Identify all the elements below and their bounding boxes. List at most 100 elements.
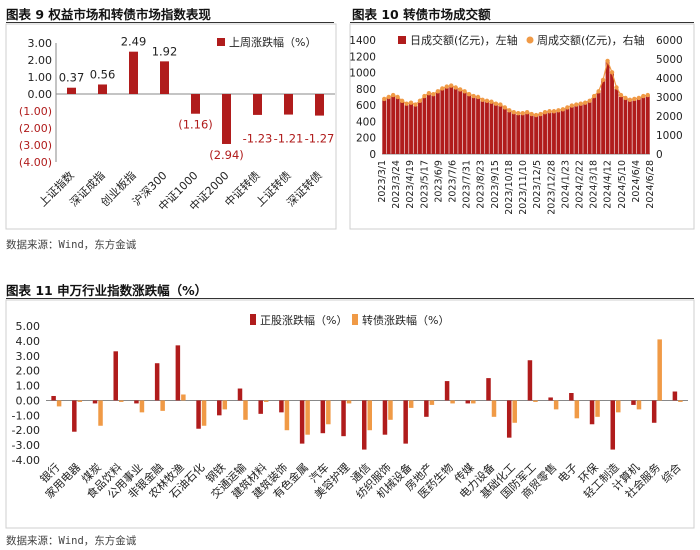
- fig11-bond-bar: [533, 400, 538, 402]
- fig10-daily-bar: [525, 113, 530, 154]
- fig9-ytick-label: (4.00): [19, 156, 52, 169]
- fig10-weekly-point: [538, 111, 543, 117]
- fig10-weekly-point: [627, 97, 633, 103]
- fig11-stock-bar: [72, 400, 77, 432]
- fig11-stock-bar: [382, 400, 388, 435]
- fig11-stock-bar: [279, 400, 284, 413]
- fig10-weekly-point: [507, 108, 512, 113]
- fig9-ytick-label: (3.00): [19, 139, 52, 152]
- fig11-stock-bar: [196, 400, 201, 429]
- fig11-bond-bar: [98, 400, 103, 426]
- fig10-daily-bar: [610, 72, 614, 154]
- fig10-weekly-point: [565, 105, 570, 110]
- fig10-daily-bar: [471, 97, 476, 154]
- fig10-weekly-point: [609, 70, 615, 75]
- fig10-x-tick-label: 2023/10/18: [504, 160, 515, 215]
- fig10-daily-bar: [520, 114, 525, 154]
- fig10-daily-bar: [449, 86, 454, 154]
- fig10-weekly-point: [435, 89, 441, 94]
- fig10-weekly-point: [422, 93, 427, 99]
- fig11-stock-bar: [51, 395, 56, 401]
- fig11-bond-bar: [450, 400, 455, 404]
- fig11-ytick-label: -3.00: [12, 439, 40, 452]
- fig11-stock-bar: [486, 378, 491, 401]
- fig11-bond-bar: [657, 339, 662, 401]
- fig10-daily-bar: [623, 98, 628, 154]
- source-note-bottom: 数据来源：Wind，东方金诚: [6, 535, 137, 547]
- fig10-weekly-point: [489, 99, 494, 104]
- fig10-daily-bar: [422, 97, 427, 154]
- fig11-stock-bar: [175, 345, 181, 401]
- fig9-data-label: -1.23: [243, 131, 273, 145]
- fig11-stock-bar: [258, 400, 263, 414]
- fig10-daily-bar: [529, 114, 534, 154]
- fig10-x-tick-label: 2023/5/17: [419, 160, 430, 209]
- fig11-ytick-label: -4.00: [12, 454, 40, 467]
- fig10-daily-bar: [485, 101, 489, 154]
- fig11-bond-bar: [201, 400, 207, 426]
- fig10-daily-bar: [516, 114, 521, 154]
- fig11-title: 图表 11 申万行业指数涨跌幅（%）: [6, 283, 208, 298]
- fig11-bond-bar: [595, 400, 600, 417]
- fig10-weekly-point: [431, 91, 436, 97]
- fig10-left-tick: 0: [369, 149, 376, 161]
- fig10-daily-bar: [400, 101, 405, 154]
- fig10-x-tick-label: 2023/3/24: [391, 160, 402, 209]
- fig10-x-tick-label: 2024/2/22: [574, 160, 585, 209]
- fig10-x-tick-label: 2023/7/31: [462, 160, 473, 209]
- fig11-ytick-label: 4.00: [16, 335, 41, 348]
- fig11-bond-bar: [181, 394, 186, 401]
- fig10-weekly-point: [382, 96, 387, 102]
- fig10-daily-bar: [458, 90, 463, 154]
- fig11-stock-bar: [403, 400, 408, 444]
- fig11-stock-bar: [217, 400, 222, 416]
- fig10-daily-bar: [614, 88, 619, 154]
- fig10-weekly-point: [471, 93, 476, 99]
- fig10-daily-bar: [498, 105, 503, 154]
- fig9-ytick-label: 2.00: [28, 54, 53, 67]
- fig9-legend-label: 上周涨跌幅（%）: [229, 35, 316, 49]
- fig10-x-tick-label: 2023/12/5: [532, 160, 543, 209]
- fig10-weekly-point: [440, 86, 445, 91]
- fig11-bond-bar: [429, 400, 435, 405]
- fig11-bond-bar: [574, 400, 580, 419]
- fig10-x-tick-label: 2024/1/23: [560, 160, 571, 209]
- fig9-data-label: -1.21: [274, 131, 304, 145]
- fig11-stock-bar: [320, 400, 326, 434]
- fig11-category-label: 综合: [658, 460, 683, 485]
- fig10-daily-bar: [476, 97, 480, 154]
- fig11-bond-bar: [553, 400, 559, 410]
- fig10-daily-bar: [565, 108, 570, 154]
- fig10-daily-bar: [619, 97, 623, 154]
- fig9-bar: [315, 94, 324, 116]
- fig11-ytick-label: 1.00: [16, 380, 41, 393]
- fig10-frame: [349, 23, 695, 230]
- fig11-ytick-label: 3.00: [16, 350, 41, 363]
- fig10-daily-bar: [435, 92, 440, 154]
- fig10-weekly-point: [520, 110, 525, 116]
- fig10-daily-bar: [431, 95, 436, 154]
- fig10-x-tick-label: 2023/8/23: [476, 160, 487, 209]
- fig9-ytick-label: 1.00: [28, 71, 53, 84]
- fig11-bond-bar: [77, 400, 83, 402]
- fig10-daily-bar: [560, 110, 565, 154]
- fig10-weekly-point: [529, 111, 534, 117]
- fig11-stock-bar: [113, 351, 118, 401]
- fig11-stock-bar: [548, 397, 553, 401]
- fig10-weekly-point: [560, 107, 566, 112]
- fig10-daily-bar: [440, 88, 445, 154]
- fig10-weekly-point: [583, 100, 588, 105]
- fig9-ytick-label: (2.00): [19, 122, 52, 135]
- fig11-bond-bar: [118, 400, 124, 402]
- fig10-daily-bar: [574, 105, 579, 154]
- fig9-data-label: (1.16): [178, 118, 213, 132]
- fig10-x-tick-label: 2024/6/4: [631, 160, 642, 203]
- fig9-ytick-label: 0.00: [28, 88, 53, 101]
- fig10-weekly-point: [457, 87, 463, 92]
- fig10-daily-bar: [587, 101, 592, 154]
- fig10-weekly-point: [417, 98, 423, 104]
- fig10-left-tick: 600: [356, 100, 376, 112]
- fig10-daily-bar: [391, 95, 396, 154]
- fig9-data-label: (2.94): [209, 148, 244, 162]
- fig11-stock-bar: [631, 400, 636, 405]
